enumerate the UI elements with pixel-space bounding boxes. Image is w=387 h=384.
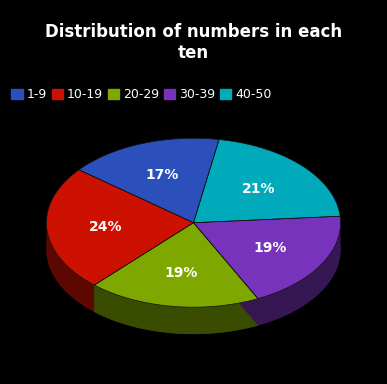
Polygon shape bbox=[194, 243, 341, 326]
Polygon shape bbox=[194, 216, 341, 299]
Polygon shape bbox=[46, 170, 194, 285]
Text: 19%: 19% bbox=[253, 241, 287, 255]
Polygon shape bbox=[194, 223, 258, 326]
Polygon shape bbox=[194, 139, 340, 223]
Polygon shape bbox=[194, 223, 258, 326]
Polygon shape bbox=[194, 166, 340, 250]
Text: Distribution of numbers in each
ten: Distribution of numbers in each ten bbox=[45, 23, 342, 62]
Text: 17%: 17% bbox=[146, 168, 179, 182]
Legend: 1-9, 10-19, 20-29, 30-39, 40-50: 1-9, 10-19, 20-29, 30-39, 40-50 bbox=[6, 83, 276, 106]
Text: 19%: 19% bbox=[164, 266, 198, 280]
Polygon shape bbox=[79, 138, 219, 223]
Polygon shape bbox=[79, 165, 219, 250]
Polygon shape bbox=[258, 223, 341, 326]
Polygon shape bbox=[94, 223, 194, 312]
Polygon shape bbox=[94, 223, 194, 312]
Polygon shape bbox=[94, 223, 258, 307]
Polygon shape bbox=[94, 285, 258, 334]
Polygon shape bbox=[46, 197, 194, 312]
Polygon shape bbox=[46, 223, 94, 312]
Text: 24%: 24% bbox=[89, 220, 122, 233]
Polygon shape bbox=[94, 250, 258, 334]
Text: 21%: 21% bbox=[242, 182, 276, 196]
